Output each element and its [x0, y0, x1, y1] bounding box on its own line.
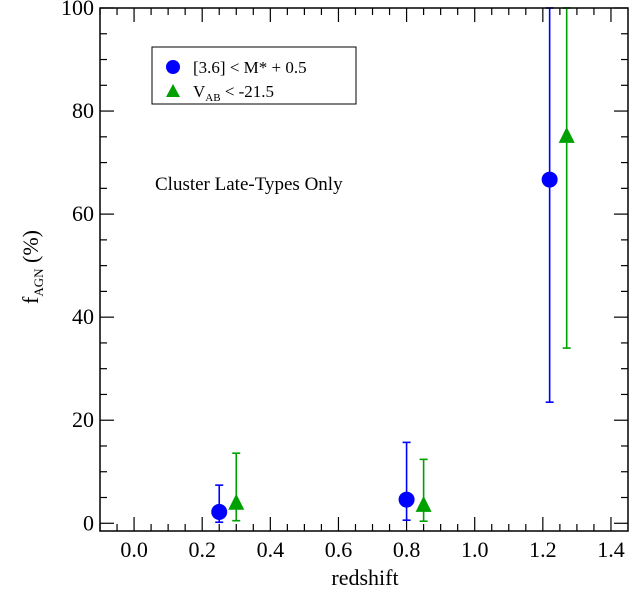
marker-circle: [541, 171, 558, 188]
x-tick-label: 0.8: [393, 537, 421, 562]
data-point-series-1-1: [211, 484, 228, 524]
data-layer: [211, 7, 575, 524]
y-axis-title-sub: AGN: [31, 268, 46, 297]
y-tick-label: 20: [72, 407, 94, 432]
x-tick-label: 0.0: [120, 537, 148, 562]
marker-circle: [211, 503, 228, 520]
x-tick-label: 0.2: [188, 537, 216, 562]
y-tick-label: 80: [72, 98, 94, 123]
annotation-cluster-late-types: Cluster Late-Types Only: [155, 174, 343, 195]
y-tick-label: 100: [61, 0, 94, 20]
legend-label-series-2: VAB < -21.5: [193, 82, 274, 104]
y-tick-label: 0: [83, 510, 94, 535]
legend: [3.6] < M* + 0.5 VAB < -21.5: [151, 46, 357, 105]
y-axis-title-rest: (%): [18, 230, 43, 268]
labels-layer: 0.0 0.2 0.4 0.6 0.8 1.0 1.2 1.4 0 20 40 60 80 100: [61, 0, 625, 562]
legend-box: [151, 46, 357, 105]
x-tick-label: 1.0: [461, 537, 489, 562]
legend-label-series-1: [3.6] < M* + 0.5: [193, 58, 307, 77]
data-point-series-2-1: [228, 452, 245, 522]
data-point-series-2-2: [415, 458, 432, 523]
legend-label-series-2-main: V: [193, 82, 206, 101]
x-tick-label: 1.4: [597, 537, 625, 562]
plot-frame: [99, 7, 629, 532]
data-point-series-1-2: [398, 441, 415, 521]
legend-label-series-1-text: [3.6] < M* + 0.5: [193, 58, 307, 77]
x-axis-title: redshift: [331, 565, 398, 590]
marker-triangle: [415, 495, 432, 512]
legend-label-series-2-sub: AB: [205, 92, 220, 104]
x-tick-label: 0.4: [257, 537, 285, 562]
y-axis-title-main: f: [18, 296, 43, 304]
x-tick-label: 0.6: [325, 537, 353, 562]
marker-circle: [398, 491, 415, 508]
legend-marker-triangle: [166, 84, 180, 97]
marker-triangle: [558, 126, 575, 143]
legend-marker-circle: [166, 60, 180, 74]
legend-label-series-2-rest: < -21.5: [221, 82, 275, 101]
y-axis-title: fAGN (%): [18, 230, 46, 304]
y-tick-label: 60: [72, 201, 94, 226]
data-point-series-2-3: [558, 7, 575, 349]
marker-triangle: [228, 493, 245, 510]
data-point-series-1-3: [541, 7, 558, 403]
x-tick-label: 1.2: [529, 537, 557, 562]
y-tick-label: 40: [72, 304, 94, 329]
